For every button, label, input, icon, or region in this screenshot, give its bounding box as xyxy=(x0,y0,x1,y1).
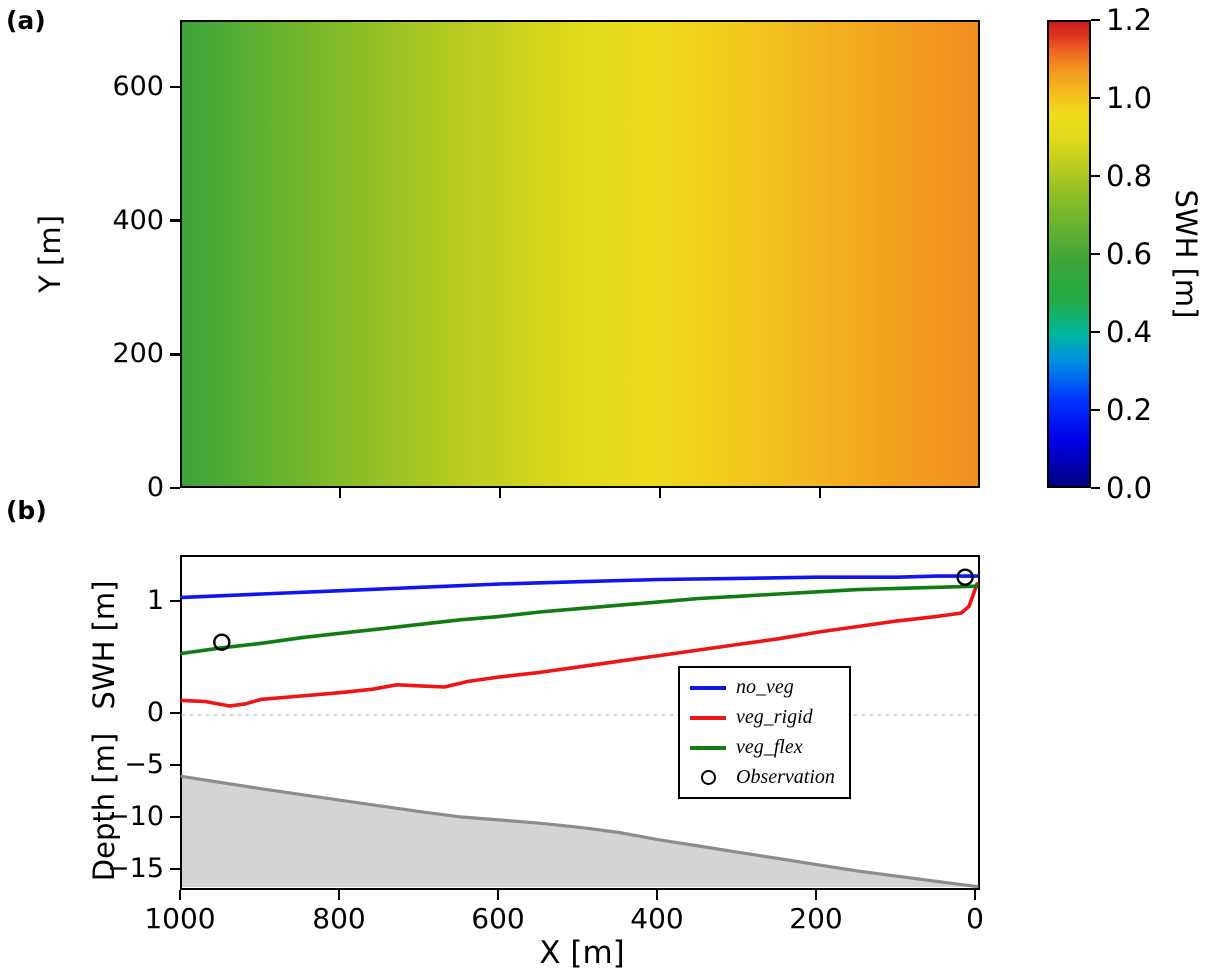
panel-a-y-tick-mark xyxy=(170,353,180,356)
panel-b-letter: (b) xyxy=(6,496,47,525)
panel-a-x-tick-mark xyxy=(498,488,502,498)
colorbar-tick-mark xyxy=(1091,486,1100,490)
swh-heatmap-frame xyxy=(180,20,980,488)
legend-line-icon xyxy=(690,685,726,690)
observation-legend-icon xyxy=(690,770,726,785)
colorbar-tick-mark xyxy=(1091,408,1100,412)
legend: no_veg veg_rigid veg_flex Observation xyxy=(678,666,851,799)
depth-profile-line xyxy=(180,774,979,889)
legend-row: no_veg xyxy=(690,675,835,700)
panel-b-y-tick-mark xyxy=(170,867,180,871)
line-sample-icon xyxy=(690,745,726,750)
colorbar-tick-label: 0.2 xyxy=(1106,393,1153,427)
observation-marker xyxy=(213,633,231,651)
panel-b-x-axis-label: X [m] xyxy=(539,935,625,971)
legend-row: Observation xyxy=(690,765,835,790)
colorbar-tick-mark xyxy=(1091,174,1100,178)
panel-b-x-tick-label: 800 xyxy=(312,902,366,935)
legend-label: veg_rigid xyxy=(736,706,813,728)
panel-b-x-tick-label: 0 xyxy=(966,902,984,935)
panel-a-x-tick-mark xyxy=(338,488,342,498)
colorbar-tick-label: 0.8 xyxy=(1106,159,1153,193)
legend-label: no_veg xyxy=(736,676,794,698)
series-veg_flex xyxy=(180,584,979,656)
panel-b-x-tick-label: 1000 xyxy=(144,902,216,935)
line-sample-icon xyxy=(690,715,726,720)
legend-label: Observation xyxy=(736,766,835,788)
panel-a-x-tick-mark xyxy=(818,488,822,498)
panel-a-y-tick-label: 200 xyxy=(112,338,164,370)
panel-b-y-tick-mark xyxy=(170,815,180,819)
panel-b-x-tick-mark xyxy=(337,890,341,900)
panel-b-x-tick-mark xyxy=(496,890,500,900)
panel-b-frame xyxy=(180,555,980,890)
colorbar-tick-label: 1.2 xyxy=(1106,3,1153,37)
panel-b-x-tick-label: 400 xyxy=(630,902,684,935)
panel-b-y-tick-label: −15 xyxy=(107,853,164,884)
panel-a-y-tick-mark xyxy=(170,219,180,222)
legend-row: veg_rigid xyxy=(690,705,835,730)
open-circle-icon xyxy=(700,770,716,785)
series-no_veg xyxy=(180,574,979,600)
panel-b-y-tick-mark xyxy=(170,599,180,603)
colorbar-tick-label: 0.4 xyxy=(1106,315,1153,349)
legend-label: veg_flex xyxy=(736,736,803,758)
panel-a-y-tick-label: 400 xyxy=(112,204,164,236)
colorbar-tick-mark xyxy=(1091,252,1100,256)
series-veg_rigid xyxy=(180,582,979,708)
panel-a-y-tick-mark xyxy=(170,85,180,89)
line-sample-icon xyxy=(690,685,726,690)
panel-b-x-tick-mark xyxy=(814,890,818,900)
colorbar-tick-label: 0.0 xyxy=(1106,471,1153,505)
panel-a-y-axis-label: Y [m] xyxy=(33,215,67,293)
panel-a-x-tick-mark xyxy=(658,488,662,498)
colorbar-tick-mark xyxy=(1091,18,1100,22)
panel-b-y-tick-mark xyxy=(170,711,180,715)
swh-heatmap xyxy=(182,22,978,486)
colorbar-tick-mark xyxy=(1091,330,1100,334)
observation-marker xyxy=(956,568,974,586)
colorbar-tick-mark xyxy=(1091,96,1100,100)
legend-line-icon xyxy=(690,715,726,720)
panel-a-y-tick-label: 600 xyxy=(112,70,164,102)
panel-a-y-tick-mark xyxy=(170,486,180,490)
panel-b-y-tick-label: 0 xyxy=(146,697,164,728)
panel-b-x-tick-label: 200 xyxy=(789,902,843,935)
panel-b-y-tick-mark xyxy=(170,763,180,767)
legend-line-icon xyxy=(690,745,726,750)
panel-b-x-tick-mark xyxy=(973,890,977,900)
colorbar-tick-label: 1.0 xyxy=(1106,81,1153,115)
panel-b-y-tick-label: 1 xyxy=(146,585,164,616)
panel-b-x-tick-label: 600 xyxy=(471,902,525,935)
panel-b-x-tick-mark xyxy=(655,890,659,900)
panel-b-y-tick-label: −10 xyxy=(107,801,164,832)
panel-b-y-tick-label: −5 xyxy=(124,749,164,780)
panel-a-letter: (a) xyxy=(6,6,46,35)
colorbar-tick-label: 0.6 xyxy=(1106,237,1153,271)
colorbar-gradient xyxy=(1049,22,1089,486)
panel-a-y-tick-label: 0 xyxy=(146,472,164,503)
legend-row: veg_flex xyxy=(690,735,835,760)
panel-b-plot-svg xyxy=(180,568,979,889)
colorbar-label: SWH [m] xyxy=(1169,189,1203,319)
panel-b-x-tick-mark xyxy=(178,890,182,900)
colorbar-frame xyxy=(1047,20,1091,488)
